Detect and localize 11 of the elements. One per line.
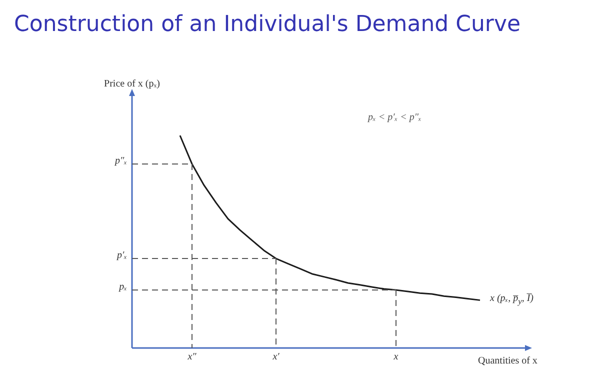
y-axis-title: Price of x (pₓ) xyxy=(104,78,160,90)
x-tick-label: x xyxy=(392,352,399,363)
ref-line-label: p″ₓ xyxy=(114,156,128,167)
x-axis-title: Quantities of x xyxy=(478,356,538,367)
x-tick-label: x′ xyxy=(272,352,280,363)
series-label: x (pₓ, p̅$_{y}$, I̅) xyxy=(490,293,534,306)
text: pₓ < p′ₓ < p″ₓ xyxy=(368,112,422,123)
ref-line-label: p′ₓ xyxy=(116,250,128,262)
x-tick-label: x″ xyxy=(186,352,198,363)
ref-line-label: pₓ xyxy=(118,282,128,293)
chart-title: Construction of an Individual's Demand Curve xyxy=(14,12,521,37)
